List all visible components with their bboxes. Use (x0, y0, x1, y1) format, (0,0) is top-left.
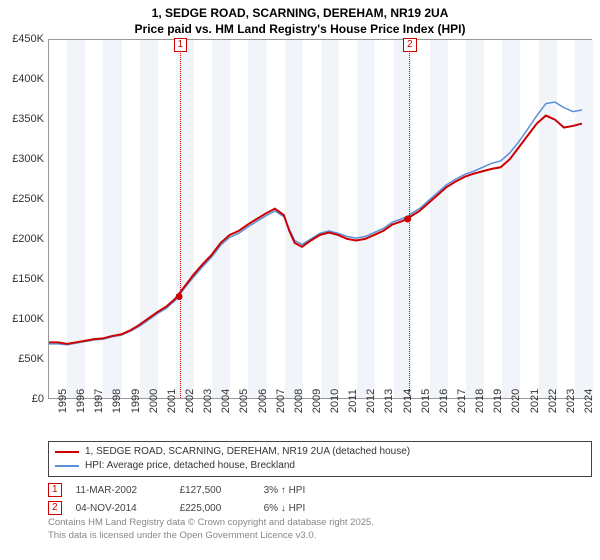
legend-label-price-paid: 1, SEDGE ROAD, SCARNING, DEREHAM, NR19 2… (85, 445, 410, 459)
x-tick-label: 2020 (510, 389, 522, 413)
y-tick-label: £300K (12, 153, 44, 165)
legend-area: 1, SEDGE ROAD, SCARNING, DEREHAM, NR19 2… (48, 441, 592, 542)
chart-title: 1, SEDGE ROAD, SCARNING, DEREHAM, NR19 2… (0, 0, 600, 39)
sale-row: 2 04-NOV-2014 £225,000 6% ↓ HPI (48, 499, 592, 517)
x-tick-label: 2009 (311, 389, 323, 413)
sale-n: 1 (48, 483, 62, 497)
y-tick-label: £200K (12, 233, 44, 245)
x-tick-label: 2006 (257, 389, 269, 413)
x-tick-label: 2017 (456, 389, 468, 413)
footer-line2: This data is licensed under the Open Gov… (48, 530, 592, 542)
x-tick-label: 1996 (75, 389, 87, 413)
y-tick-label: £250K (12, 193, 44, 205)
x-tick-label: 1999 (130, 389, 142, 413)
footer-line1: Contains HM Land Registry data © Crown c… (48, 517, 592, 529)
title-address: 1, SEDGE ROAD, SCARNING, DEREHAM, NR19 2… (0, 6, 600, 22)
legend-box: 1, SEDGE ROAD, SCARNING, DEREHAM, NR19 2… (48, 441, 592, 477)
x-axis: 1995199619971998199920002001200220032004… (48, 399, 592, 439)
x-tick-label: 2001 (166, 389, 178, 413)
y-axis: £0£50K£100K£150K£200K£250K£300K£350K£400… (0, 39, 48, 399)
x-tick-label: 2021 (529, 389, 541, 413)
x-tick-label: 2008 (293, 389, 305, 413)
y-tick-label: £150K (12, 273, 44, 285)
x-tick-label: 1998 (111, 389, 123, 413)
x-tick-label: 2004 (220, 389, 232, 413)
sale-date: 04-NOV-2014 (76, 503, 166, 514)
line-layer (49, 40, 591, 398)
sale-marker-box: 2 (403, 38, 417, 52)
x-tick-label: 2010 (329, 389, 341, 413)
sale-date: 11-MAR-2002 (76, 485, 166, 496)
x-tick-label: 2014 (402, 389, 414, 413)
title-subtitle: Price paid vs. HM Land Registry's House … (0, 22, 600, 38)
series-price_paid (49, 116, 582, 344)
x-tick-label: 2022 (547, 389, 559, 413)
sale-diff: 3% ↑ HPI (264, 485, 344, 496)
y-tick-label: £100K (12, 313, 44, 325)
x-tick-label: 2003 (202, 389, 214, 413)
x-tick-label: 2018 (474, 389, 486, 413)
legend-swatch-hpi (55, 465, 79, 467)
legend-label-hpi: HPI: Average price, detached house, Brec… (85, 459, 295, 473)
x-tick-label: 2002 (184, 389, 196, 413)
y-tick-label: £0 (32, 393, 44, 405)
y-tick-label: £350K (12, 113, 44, 125)
sale-n: 2 (48, 501, 62, 515)
x-tick-label: 2023 (565, 389, 577, 413)
x-tick-label: 1997 (93, 389, 105, 413)
x-tick-label: 2024 (583, 389, 595, 413)
x-tick-label: 2012 (365, 389, 377, 413)
x-tick-label: 2000 (148, 389, 160, 413)
x-tick-label: 2013 (383, 389, 395, 413)
x-tick-label: 2007 (275, 389, 287, 413)
x-tick-label: 2011 (347, 389, 359, 413)
sale-price: £225,000 (180, 503, 250, 514)
legend-row-price-paid: 1, SEDGE ROAD, SCARNING, DEREHAM, NR19 2… (55, 445, 585, 459)
sale-price: £127,500 (180, 485, 250, 496)
y-tick-label: £400K (12, 73, 44, 85)
x-tick-label: 2005 (238, 389, 250, 413)
sale-marker-dot (404, 216, 411, 223)
legend-swatch-price-paid (55, 451, 79, 453)
chart-area: £0£50K£100K£150K£200K£250K£300K£350K£400… (48, 39, 592, 439)
sale-marker-box: 1 (174, 38, 188, 52)
y-tick-label: £50K (18, 353, 44, 365)
footer: Contains HM Land Registry data © Crown c… (48, 517, 592, 542)
x-tick-label: 1995 (57, 389, 69, 413)
x-tick-label: 2016 (438, 389, 450, 413)
plot-area: 12 (48, 39, 592, 399)
sale-marker-line (180, 40, 181, 398)
sale-marker-line (409, 40, 410, 398)
x-tick-label: 2019 (492, 389, 504, 413)
y-tick-label: £450K (12, 33, 44, 45)
series-hpi (49, 102, 582, 345)
sale-diff: 6% ↓ HPI (264, 503, 344, 514)
sales-table: 1 11-MAR-2002 £127,500 3% ↑ HPI 2 04-NOV-2014… (48, 481, 592, 517)
x-tick-label: 2015 (420, 389, 432, 413)
legend-row-hpi: HPI: Average price, detached house, Brec… (55, 459, 585, 473)
sale-row: 1 11-MAR-2002 £127,500 3% ↑ HPI (48, 481, 592, 499)
